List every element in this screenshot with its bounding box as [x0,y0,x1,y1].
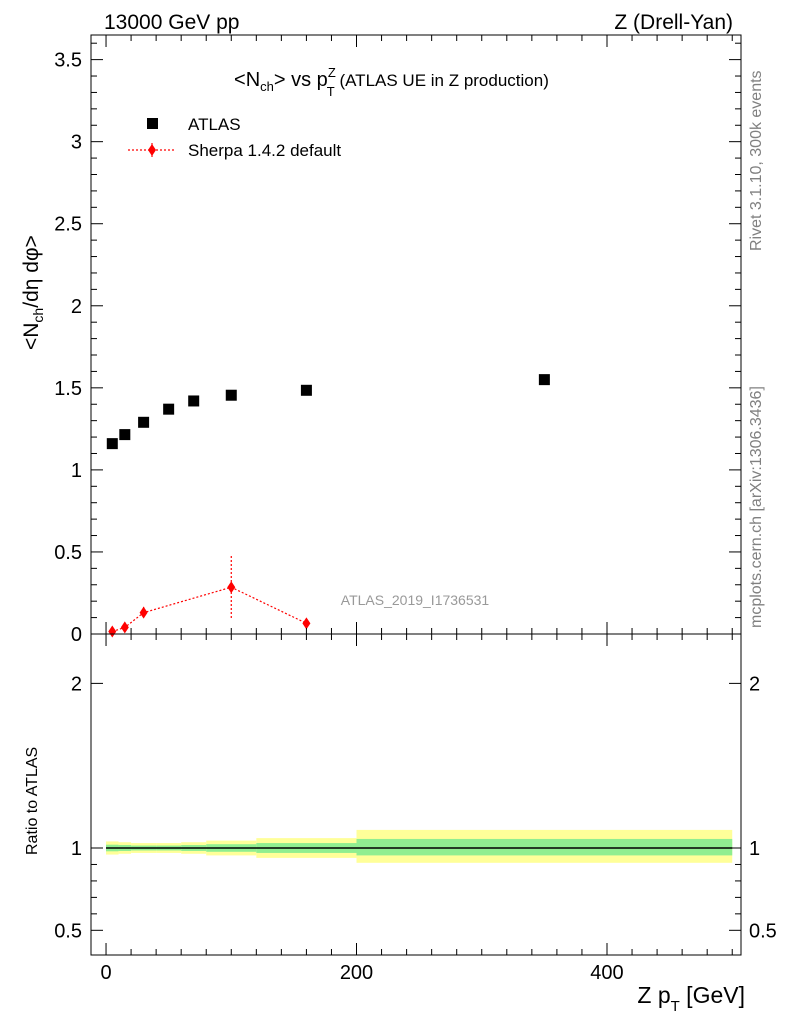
xlabel-main: Z p [637,982,670,1008]
sherpa-point-0 [108,625,117,638]
ratio-xtick-label-1: 200 [340,962,373,984]
ratio-ytick-label-right-2: 2 [749,673,760,695]
title-rest: (ATLAS UE in Z production) [335,71,549,90]
atlas-point-4 [188,395,200,407]
analysis-watermark: ATLAS_2019_I1736531 [341,592,490,608]
ratio-uncertainty-bands [106,829,733,863]
ratio-ytick-label-left-2: 2 [71,673,82,695]
title-sup: Z [328,65,336,80]
process-label: Z (Drell-Yan) [614,11,733,34]
ratio-frame [90,633,742,956]
ratio-ytick-label-left-0: 0.5 [54,920,82,942]
ratio-ytick-label-left-1: 1 [71,838,82,860]
atlas-point-5 [225,389,237,401]
atlas-point-6 [300,384,312,396]
title-n: N [246,69,260,91]
legend-marker-sherpa [148,144,156,156]
title-vs: > [274,69,286,91]
main-ytick-label-4: 2 [71,296,82,318]
atlas-point-7 [538,374,550,386]
plot-title: <Nch> vs pZ T (ATLAS UE in Z production) [234,65,549,99]
sherpa-point-4 [302,617,311,630]
mcplots-label: mcplots.cern.ch [arXiv:1306.3436] [748,386,765,628]
ylabel-ch: ch [30,308,46,323]
sherpa-point-3 [227,581,236,594]
ylabel-lt: <N [20,323,43,350]
legend-label-atlas: ATLAS [188,115,241,134]
ratio-ytick-label-right-0: 0.5 [749,920,777,942]
legend-marker-atlas [147,118,158,129]
main-data-series [106,374,550,638]
axes: 0 0.5 1 1.5 2 2.5 3 3.5 0 200 400 0.5 0.5 1 1 2 2 [54,34,777,984]
sherpa-line [112,586,307,633]
atlas-point-0 [106,438,118,450]
legend-label-sherpa: Sherpa 1.4.2 default [188,141,341,160]
ratio-ytick-label-right-1: 1 [749,838,760,860]
main-ytick-label-7: 3.5 [54,50,82,72]
main-ytick-label-5: 2.5 [54,214,82,236]
main-ytick-label-2: 1 [71,460,82,482]
title-ch: ch [260,79,274,94]
main-ytick-label-3: 1.5 [54,378,82,400]
ratio-y-axis-label: Ratio to ATLAS [24,747,41,855]
ratio-band-green-7 [356,838,733,856]
x-axis-label: Z pT [GeV] [637,982,745,1015]
rivet-version-label: Rivet 3.1.10, 300k events [748,70,765,251]
ylabel-rest: /dη dφ> [20,235,43,308]
ratio-xtick-label-2: 400 [590,962,623,984]
energy-label: 13000 GeV pp [104,11,239,34]
title-vs-p: vs p [286,69,328,91]
xlabel-unit: [GeV] [680,982,745,1008]
atlas-point-1 [119,429,131,441]
sherpa-point-2 [139,606,148,619]
sherpa-point-1 [120,621,129,634]
ratio-xtick-label-0: 0 [100,962,111,984]
title-sub: T [327,84,335,99]
main-ytick-label-1: 0.5 [54,542,82,564]
xlabel-sub: T [671,998,680,1015]
main-y-axis-label: <Nch/dη dφ> [20,235,46,350]
main-ytick-label-0: 0 [71,624,82,646]
legend: ATLAS Sherpa 1.4.2 default [128,115,341,160]
main-ytick-label-6: 3 [71,132,82,154]
atlas-point-2 [138,416,150,428]
atlas-point-3 [163,403,175,415]
